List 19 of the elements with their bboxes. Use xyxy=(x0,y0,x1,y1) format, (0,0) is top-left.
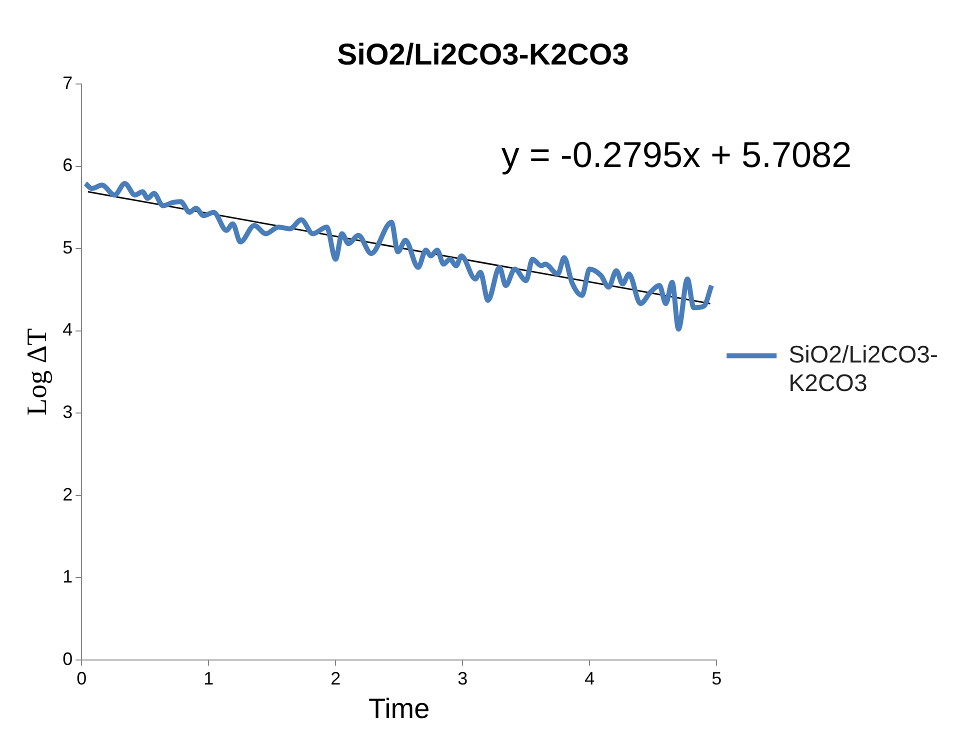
y-tick-label: 0 xyxy=(62,648,73,669)
x-tick-label: 3 xyxy=(458,668,468,689)
x-tick-label: 2 xyxy=(330,668,341,689)
x-tick-label: 4 xyxy=(584,668,595,689)
x-tick-label: 5 xyxy=(712,668,722,689)
x-tick-label: 1 xyxy=(204,668,214,689)
x-axis-title: Time xyxy=(368,692,430,724)
y-tick-label: 4 xyxy=(62,320,73,340)
y-tick-label: 2 xyxy=(62,484,73,504)
y-tick-label: 5 xyxy=(62,237,73,258)
y-tick-label: 6 xyxy=(62,155,73,176)
y-tick-label: 7 xyxy=(62,72,73,93)
chart-title: SiO2/Li2CO3-K2CO3 xyxy=(337,38,629,72)
y-axis-title: Log ΔT xyxy=(22,328,54,416)
x-tick-label: 0 xyxy=(76,668,87,689)
legend-label: SiO2/Li2CO3-K2CO3 xyxy=(788,341,938,398)
y-tick-label: 1 xyxy=(62,566,73,587)
annotation: y = -0.2795x + 5.7082 xyxy=(501,134,852,175)
y-tick-label: 3 xyxy=(62,402,73,422)
